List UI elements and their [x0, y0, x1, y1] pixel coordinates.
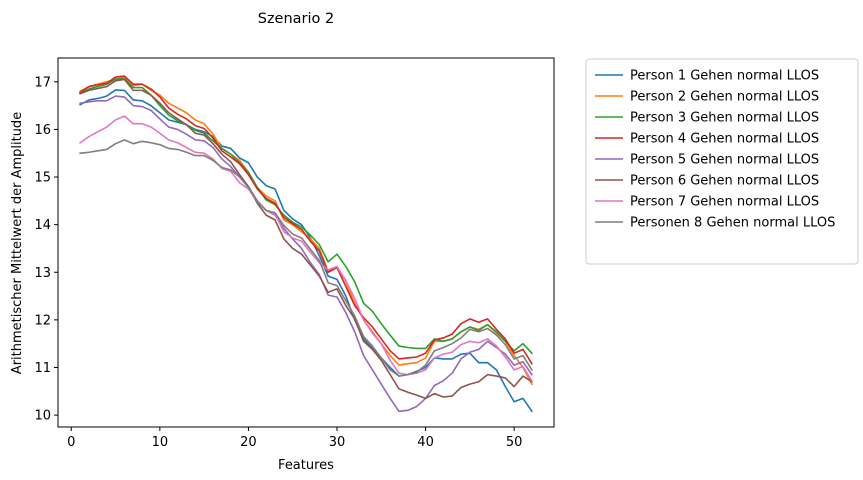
x-tick-label: 40	[417, 435, 434, 450]
legend-label-8: Personen 8 Gehen normal LLOS	[630, 216, 835, 231]
x-tick-label: 10	[152, 435, 169, 450]
y-tick-label: 13	[34, 266, 51, 281]
y-tick-label: 11	[34, 361, 51, 376]
legend-label-3: Person 3 Gehen normal LLOS	[630, 111, 819, 126]
series-line-4	[79, 75, 533, 365]
series-line-1	[79, 89, 533, 413]
series-line-3	[79, 78, 533, 355]
x-tick-label: 30	[329, 435, 346, 450]
y-axis: 10 11 12 13 14 15 16 17	[34, 75, 58, 424]
y-tick-label: 10	[34, 409, 51, 424]
series-line-7	[79, 115, 533, 382]
legend-label-2: Person 2 Gehen normal LLOS	[630, 90, 819, 105]
legend-label-7: Person 7 Gehen normal LLOS	[630, 195, 819, 210]
legend-label-1: Person 1 Gehen normal LLOS	[630, 69, 819, 84]
y-tick-label: 16	[34, 123, 51, 138]
legend-label-5: Person 5 Gehen normal LLOS	[630, 153, 819, 168]
x-axis-label: Features	[278, 458, 334, 473]
x-tick-label: 0	[67, 435, 75, 450]
legend-label-4: Person 4 Gehen normal LLOS	[630, 132, 819, 147]
x-axis: 0 10 20 30 40 50	[67, 427, 522, 450]
y-tick-label: 12	[34, 313, 51, 328]
chart-title: Szenario 2	[258, 11, 335, 27]
legend-frame	[585, 58, 859, 265]
series-line-6	[79, 78, 533, 400]
y-tick-label: 14	[34, 218, 51, 233]
series-line-8	[79, 139, 533, 377]
legend-label-6: Person 6 Gehen normal LLOS	[630, 174, 819, 189]
x-tick-label: 50	[506, 435, 523, 450]
y-axis-label: Arithmetischer Mittelwert der Amplitude	[10, 112, 25, 374]
y-tick-label: 17	[34, 75, 51, 90]
plot-frame	[57, 57, 555, 428]
y-tick-label: 15	[34, 171, 51, 186]
plot-area	[79, 75, 533, 413]
legend: Person 1 Gehen normal LLOS Person 2 Gehen…	[585, 58, 859, 265]
x-tick-label: 20	[240, 435, 257, 450]
series-line-5	[79, 95, 533, 413]
